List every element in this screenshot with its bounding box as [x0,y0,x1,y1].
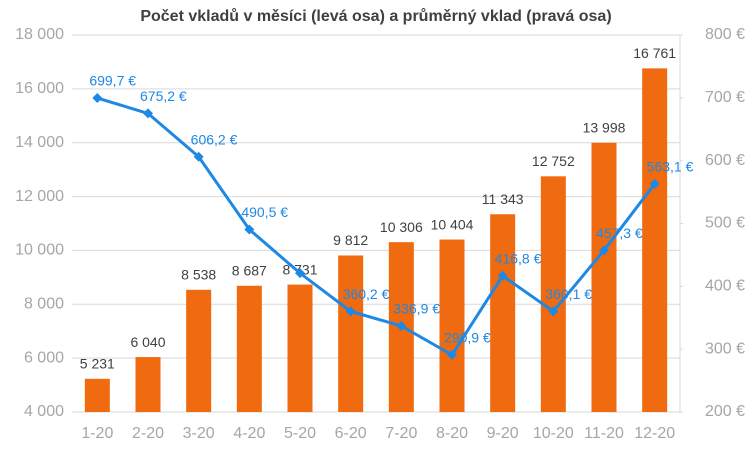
bar-label: 13 998 [583,119,626,135]
line-label: 360,1 € [545,286,592,302]
line-marker [599,245,609,256]
bar [338,255,364,412]
y-tick-label: 16 000 [15,80,64,97]
line-label: 606,2 € [191,131,238,147]
bar [84,378,110,412]
y2-tick-label: 500 € [705,215,745,232]
line-marker [649,178,660,189]
line-marker [396,320,407,331]
x-tick-label: 9-20 [487,425,519,442]
x-tick-label: 7-20 [385,425,417,442]
x-tick-label: 8-20 [436,425,468,442]
x-tick-label: 11-20 [584,425,624,442]
bar [236,285,262,412]
bar-label: 8 687 [232,262,267,278]
line-marker [447,349,457,360]
y-tick-label: 6 000 [24,349,64,366]
bar-label: 10 306 [380,219,423,235]
line-marker [548,306,559,317]
bar [490,214,516,412]
bar [642,68,668,412]
bar-label: 9 812 [333,232,368,248]
line-label: 416,8 € [495,250,542,266]
y2-tick-label: 700 € [705,89,745,106]
bar [540,176,566,412]
x-tick-label: 1-20 [81,425,113,442]
x-tick-label: 2-20 [132,425,164,442]
y-tick-label: 12 000 [15,188,64,205]
bar [287,284,313,412]
line-label: 675,2 € [140,88,187,104]
line-label: 563,1 € [647,159,694,175]
line-marker [345,306,356,317]
y-tick-label: 10 000 [15,242,64,259]
bar-label: 6 040 [130,334,165,350]
y2-tick-label: 400 € [705,278,745,295]
y2-tick-label: 600 € [705,152,745,169]
bar [439,239,465,412]
bar [135,357,161,412]
line-marker [143,108,153,119]
x-tick-label: 4-20 [233,425,265,442]
y2-tick-label: 200 € [705,403,745,420]
y-tick-label: 4 000 [24,403,64,420]
y-tick-label: 14 000 [15,134,64,151]
x-tick-label: 12-20 [634,425,675,442]
line-marker [295,268,305,279]
bar [186,289,212,412]
bar-label: 16 761 [633,45,676,61]
y2-tick-label: 300 € [705,340,745,357]
line [96,96,656,357]
line-label: 699,7 € [89,73,136,89]
y-tick-label: 8 000 [24,296,64,313]
chart-title: Počet vkladů v měsíci (levá osa) a průmě… [140,8,611,25]
bar-label: 10 404 [431,216,474,232]
line-label: 290,9 € [444,330,491,346]
y2-tick-label: 800 € [705,26,745,43]
bar-label: 8 538 [181,267,216,283]
x-tick-label: 3-20 [183,425,215,442]
line-label: 336,9 € [393,301,440,317]
line-marker [193,151,204,162]
line-label: 457,3 € [596,225,643,241]
bar-label: 11 343 [482,191,524,207]
line-label: 490,5 € [241,204,288,220]
bar [591,142,617,413]
line-label: 360,2 € [343,286,390,302]
bar-label: 12 752 [532,153,575,169]
x-tick-label: 5-20 [284,425,316,442]
line-marker [244,224,255,235]
line-marker [92,93,103,104]
y-tick-label: 18 000 [15,26,64,43]
bar-label: 5 231 [80,356,115,372]
x-tick-label: 10-20 [533,425,574,442]
line-marker [497,270,508,281]
x-tick-label: 6-20 [335,425,367,442]
